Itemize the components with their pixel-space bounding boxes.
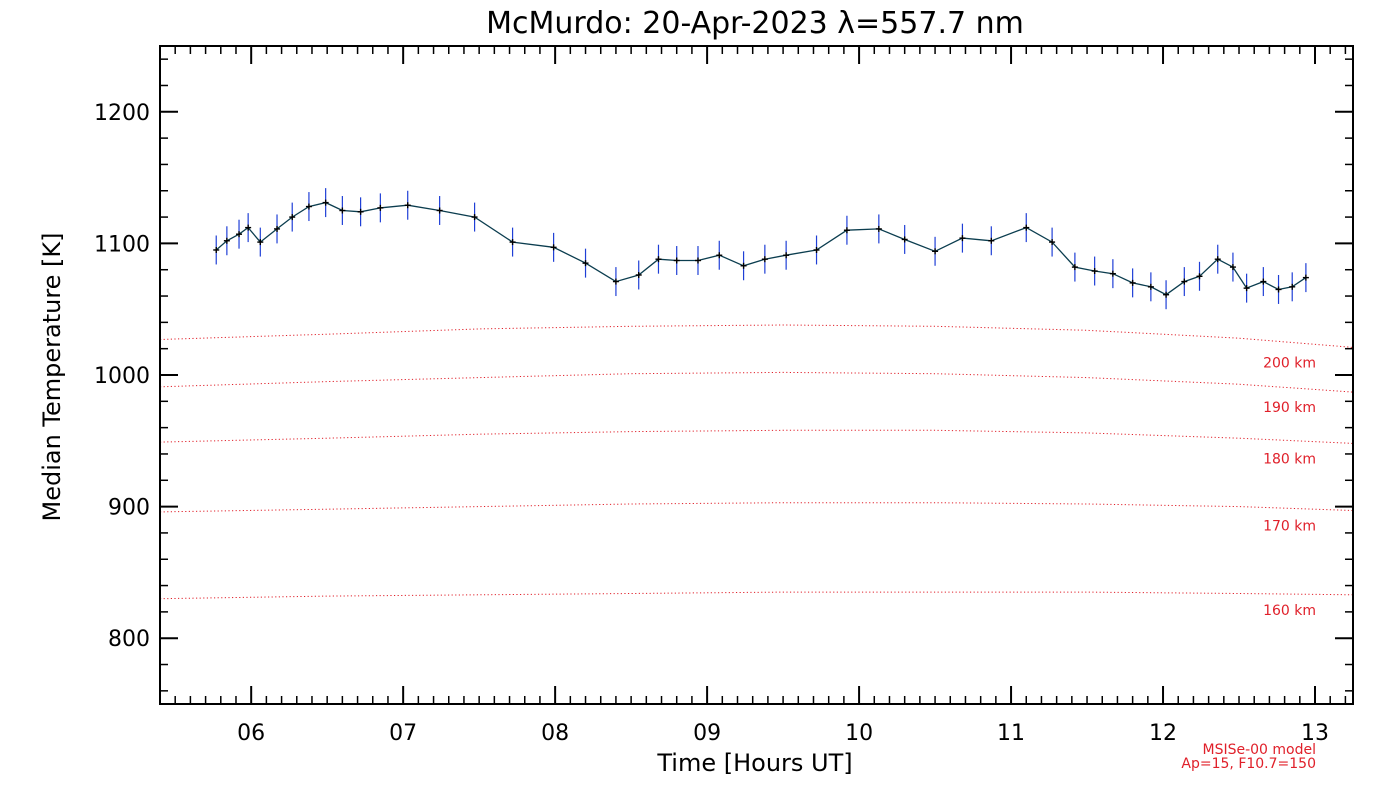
data-point bbox=[1196, 273, 1203, 280]
model-curve-label: 200 km bbox=[1263, 355, 1316, 371]
data-point bbox=[959, 235, 966, 242]
data-point bbox=[471, 214, 478, 221]
data-point bbox=[213, 246, 220, 253]
model-note-name: MSISe-00 model bbox=[1202, 742, 1316, 758]
plot-axes: 06 07 08 09 10 11 12 13 800 900 1000 1100 1200 bbox=[94, 45, 1354, 746]
data-point bbox=[377, 204, 384, 211]
data-point bbox=[901, 236, 908, 243]
chart-title: McMurdo: 20-Apr-2023 λ=557.7 nm bbox=[486, 6, 1024, 41]
x-tick-label: 07 bbox=[389, 721, 417, 746]
data-point bbox=[875, 225, 882, 232]
data-point bbox=[655, 256, 662, 263]
x-tick-label: 09 bbox=[693, 721, 721, 746]
data-point bbox=[1091, 268, 1098, 275]
data-point bbox=[223, 237, 230, 244]
x-tick-label: 08 bbox=[541, 721, 569, 746]
y-tick-label: 1200 bbox=[94, 101, 150, 126]
data-point bbox=[1214, 256, 1221, 263]
data-point bbox=[932, 248, 939, 255]
y-axis-label: Median Temperature [K] bbox=[38, 232, 66, 521]
data-point bbox=[1071, 264, 1078, 271]
data-point bbox=[404, 202, 411, 209]
data-point bbox=[1229, 264, 1236, 271]
x-tick-label: 12 bbox=[1149, 721, 1177, 746]
y-tick-label: 800 bbox=[108, 627, 150, 652]
y-tick-label: 900 bbox=[108, 496, 150, 521]
data-point bbox=[582, 260, 589, 267]
model-curve-label: 190 km bbox=[1263, 400, 1316, 416]
x-tick-label: 11 bbox=[997, 721, 1025, 746]
data-point bbox=[612, 278, 619, 285]
model-curve-190km bbox=[159, 371, 1354, 393]
data-point bbox=[289, 214, 296, 221]
data-point bbox=[1181, 278, 1188, 285]
x-tick-label: 06 bbox=[237, 721, 265, 746]
data-point bbox=[843, 227, 850, 234]
data-point bbox=[274, 225, 281, 232]
y-tick-label: 1000 bbox=[94, 364, 150, 389]
data-point bbox=[509, 239, 516, 246]
data-point bbox=[1049, 239, 1056, 246]
data-point bbox=[635, 271, 642, 278]
data-point bbox=[1243, 285, 1250, 292]
data-point bbox=[305, 203, 312, 210]
data-point bbox=[357, 208, 364, 215]
data-point bbox=[1023, 224, 1030, 231]
x-tick-label: 13 bbox=[1301, 721, 1329, 746]
data-point bbox=[1129, 279, 1136, 286]
msis-model-curves: 200 km 190 km 180 km 170 km 160 km bbox=[159, 324, 1354, 619]
data-point bbox=[673, 257, 680, 264]
model-curve-label: 180 km bbox=[1263, 451, 1316, 467]
data-point bbox=[1302, 274, 1309, 281]
model-curve-200km bbox=[159, 324, 1354, 348]
x-axis-label: Time [Hours UT] bbox=[656, 749, 852, 777]
model-curve-160km bbox=[159, 591, 1354, 600]
model-curve-170km bbox=[159, 502, 1354, 513]
data-point bbox=[1260, 278, 1267, 285]
data-point bbox=[1289, 283, 1296, 290]
data-point bbox=[245, 224, 252, 231]
data-point bbox=[716, 252, 723, 259]
model-curve-label: 170 km bbox=[1263, 519, 1316, 535]
series-line bbox=[215, 201, 1307, 296]
data-point bbox=[783, 252, 790, 259]
data-point bbox=[1109, 270, 1116, 277]
data-point bbox=[1147, 283, 1154, 290]
data-point bbox=[322, 199, 329, 206]
data-point bbox=[740, 262, 747, 269]
data-point bbox=[339, 207, 346, 214]
plot-frame bbox=[159, 45, 1354, 705]
y-tick-label: 1100 bbox=[94, 232, 150, 257]
data-point bbox=[550, 244, 557, 251]
data-point bbox=[988, 237, 995, 244]
data-point bbox=[813, 246, 820, 253]
data-point bbox=[236, 231, 243, 238]
data-point bbox=[761, 256, 768, 263]
data-point bbox=[257, 239, 264, 246]
model-note-params: Ap=15, F10.7=150 bbox=[1181, 756, 1316, 772]
data-point bbox=[436, 207, 443, 214]
model-curve-label: 160 km bbox=[1263, 603, 1316, 619]
model-curve-180km bbox=[159, 429, 1354, 444]
data-point bbox=[1163, 291, 1170, 298]
data-series bbox=[213, 188, 1309, 310]
data-point bbox=[1275, 286, 1282, 293]
x-tick-label: 10 bbox=[845, 721, 873, 746]
data-point bbox=[694, 257, 701, 264]
